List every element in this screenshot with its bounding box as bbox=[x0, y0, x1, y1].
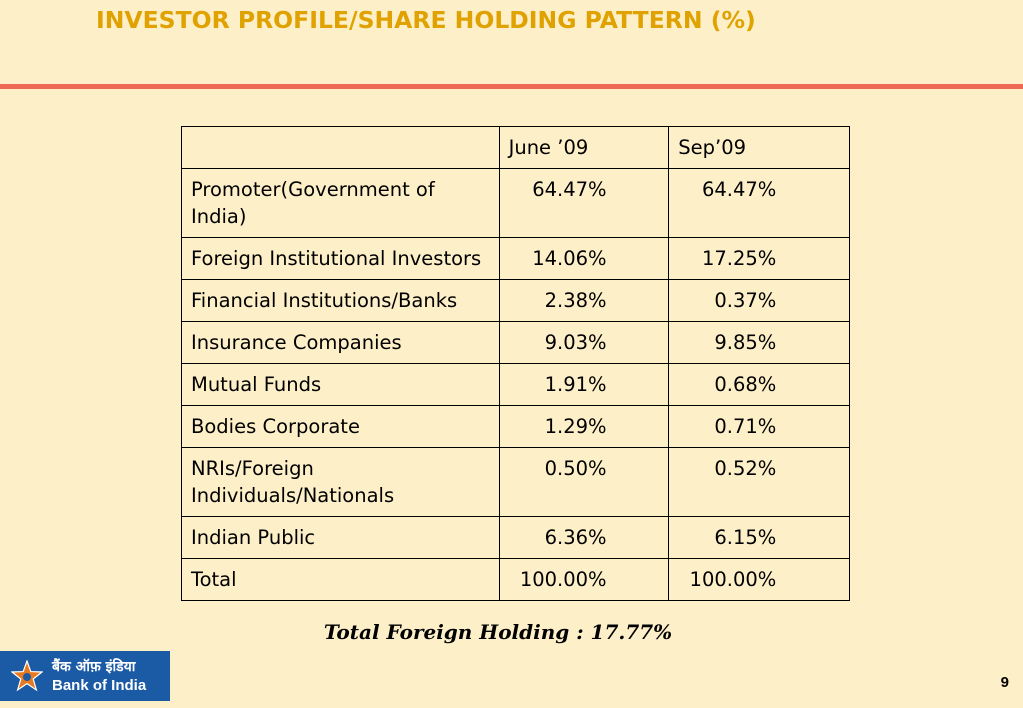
table-row: Mutual Funds 1.91% 0.68% bbox=[181, 363, 850, 406]
table-row: Indian Public 6.36% 6.15% bbox=[181, 516, 850, 559]
row-category: Foreign Institutional Investors bbox=[181, 237, 500, 280]
table-row: Financial Institutions/Banks 2.38% 0.37% bbox=[181, 279, 850, 322]
table-header-category bbox=[181, 126, 500, 169]
row-june-09-value: 1.91% bbox=[498, 363, 670, 406]
title-divider bbox=[0, 84, 1023, 89]
row-sep-09-value: 17.25% bbox=[668, 237, 850, 280]
row-june-09-value: 14.06% bbox=[498, 237, 670, 280]
row-sep-09-value: 100.00% bbox=[668, 558, 850, 601]
row-june-09-value: 2.38% bbox=[498, 279, 670, 322]
logo-hindi-text: बैंक ऑफ़ इंडिया bbox=[52, 659, 136, 675]
row-category: Indian Public bbox=[181, 516, 500, 559]
row-june-09-value: 100.00% bbox=[498, 558, 670, 601]
shareholding-table: June ’09 Sep’09 Promoter(Government of I… bbox=[181, 126, 850, 601]
row-sep-09-value: 0.68% bbox=[668, 363, 850, 406]
row-june-09-value: 0.50% bbox=[498, 447, 670, 517]
table-row: NRIs/Foreign Individuals/Nationals 0.50%… bbox=[181, 447, 850, 517]
row-june-09-value: 6.36% bbox=[498, 516, 670, 559]
total-foreign-holding-note: Total Foreign Holding : 17.77% bbox=[323, 620, 673, 644]
row-sep-09-value: 9.85% bbox=[668, 321, 850, 364]
row-category: Insurance Companies bbox=[181, 321, 500, 364]
bank-of-india-logo: बैंक ऑफ़ इंडिया Bank of India bbox=[0, 651, 170, 701]
row-category: Bodies Corporate bbox=[181, 405, 500, 448]
table-row: Promoter(Government of India) 64.47% 64.… bbox=[181, 168, 850, 238]
row-sep-09-value: 0.37% bbox=[668, 279, 850, 322]
row-june-09-value: 1.29% bbox=[498, 405, 670, 448]
row-june-09-value: 64.47% bbox=[498, 168, 670, 238]
table-row: Insurance Companies 9.03% 9.85% bbox=[181, 321, 850, 364]
row-sep-09-value: 0.71% bbox=[668, 405, 850, 448]
table-header-june-09: June ’09 bbox=[498, 126, 670, 169]
row-category: Financial Institutions/Banks bbox=[181, 279, 500, 322]
table-row: Bodies Corporate 1.29% 0.71% bbox=[181, 405, 850, 448]
table-row: Foreign Institutional Investors 14.06% 1… bbox=[181, 237, 850, 280]
star-logo-icon bbox=[11, 660, 43, 692]
row-sep-09-value: 0.52% bbox=[668, 447, 850, 517]
row-sep-09-value: 64.47% bbox=[668, 168, 850, 238]
table-row-total: Total 100.00% 100.00% bbox=[181, 558, 850, 601]
row-sep-09-value: 6.15% bbox=[668, 516, 850, 559]
row-category: Promoter(Government of India) bbox=[181, 168, 500, 238]
row-category: Total bbox=[181, 558, 500, 601]
row-category: Mutual Funds bbox=[181, 363, 500, 406]
row-category: NRIs/Foreign Individuals/Nationals bbox=[181, 447, 500, 517]
table-header-row: June ’09 Sep’09 bbox=[181, 126, 850, 169]
row-june-09-value: 9.03% bbox=[498, 321, 670, 364]
page-number: 9 bbox=[1000, 674, 1009, 691]
table-header-sep-09: Sep’09 bbox=[668, 126, 850, 169]
slide-title: INVESTOR PROFILE/SHARE HOLDING PATTERN (… bbox=[96, 6, 756, 34]
logo-english-text: Bank of India bbox=[52, 677, 147, 694]
